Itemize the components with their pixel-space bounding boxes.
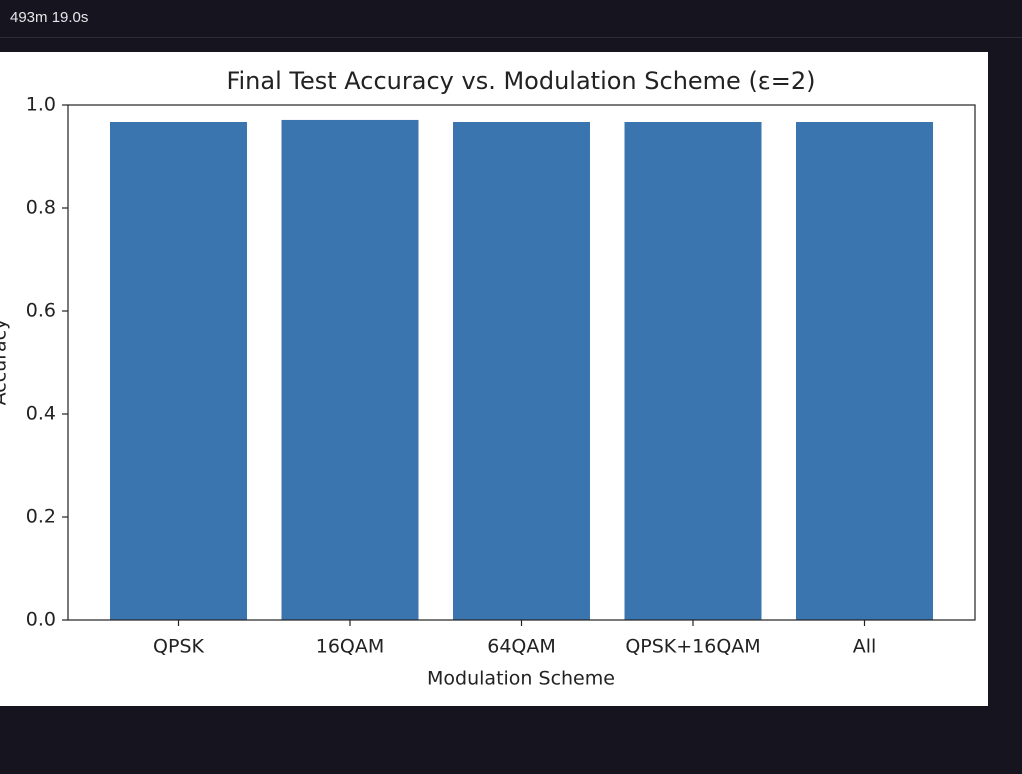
chart-title: Final Test Accuracy vs. Modulation Schem… [226, 67, 815, 95]
y-tick-label: 0.8 [26, 197, 56, 219]
y-tick-label: 1.0 [26, 94, 56, 116]
y-tick-label: 0.6 [26, 300, 56, 322]
bar [110, 121, 247, 621]
bar [453, 121, 590, 621]
bar [796, 121, 933, 621]
y-axis-label: Accuracy [0, 319, 11, 406]
toolbar: 493m 19.0s [0, 0, 1022, 38]
y-tick-label: 0.4 [26, 403, 56, 425]
bar [281, 119, 419, 620]
y-tick-label: 0.0 [26, 609, 56, 631]
x-tick-label: QPSK+16QAM [625, 636, 760, 658]
y-tick-label: 0.2 [26, 506, 56, 528]
x-tick-label: QPSK [153, 636, 204, 658]
x-tick-label: 16QAM [316, 636, 385, 658]
chart: Final Test Accuracy vs. Modulation Schem… [0, 52, 988, 706]
bar [624, 121, 762, 621]
x-tick-label: 64QAM [487, 636, 556, 658]
x-tick-label: All [853, 636, 877, 658]
timer: 493m 19.0s [10, 9, 89, 26]
x-axis-label: Modulation Scheme [427, 668, 615, 690]
plot-frame [67, 104, 976, 621]
